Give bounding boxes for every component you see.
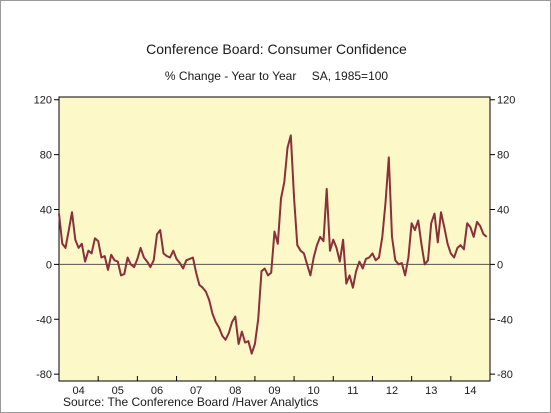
axis-ticks: -80 -80 -40 -40 0 0 40 40 80 80 120 120 04 05 06 07 08 09… (34, 95, 516, 397)
x-tick-label: 05 (112, 385, 124, 397)
y-tick-label-right: 40 (497, 205, 509, 217)
x-tick-label: 11 (347, 385, 358, 397)
y-tick-label-left: 40 (40, 205, 52, 217)
y-tick-label-left: 0 (46, 259, 52, 271)
x-tick-label: 14 (464, 385, 476, 397)
x-tick-label: 09 (268, 385, 280, 397)
source-note: Source: The Conference Board /Haver Anal… (63, 395, 319, 409)
x-tick-label: 06 (151, 385, 163, 397)
y-tick-label-right: 80 (497, 150, 509, 162)
x-tick-label: 13 (425, 385, 437, 397)
y-tick-label-right: 120 (497, 95, 515, 107)
y-tick-label-right: -40 (497, 314, 513, 326)
y-tick-label-left: 80 (40, 150, 52, 162)
x-tick-label: 10 (308, 385, 320, 397)
y-tick-label-left: -40 (36, 314, 52, 326)
chart-title: Conference Board: Consumer Confidence (146, 41, 407, 57)
y-tick-label-right: 0 (497, 259, 503, 271)
x-tick-label: 12 (386, 385, 398, 397)
subtitle-measure: % Change - Year to Year (164, 69, 297, 83)
x-tick-label: 08 (229, 385, 241, 397)
chart-subtitle: % Change - Year to Year SA, 1985=100 (1, 69, 551, 83)
series-line (58, 134, 488, 355)
subtitle-basis: SA, 1985=100 (311, 69, 389, 83)
x-tick-label: 07 (190, 385, 202, 397)
y-tick-label-left: 120 (34, 95, 52, 107)
y-tick-label-right: -80 (497, 369, 513, 381)
y-tick-label-left: -80 (36, 369, 52, 381)
x-tick-label: 04 (72, 385, 84, 397)
